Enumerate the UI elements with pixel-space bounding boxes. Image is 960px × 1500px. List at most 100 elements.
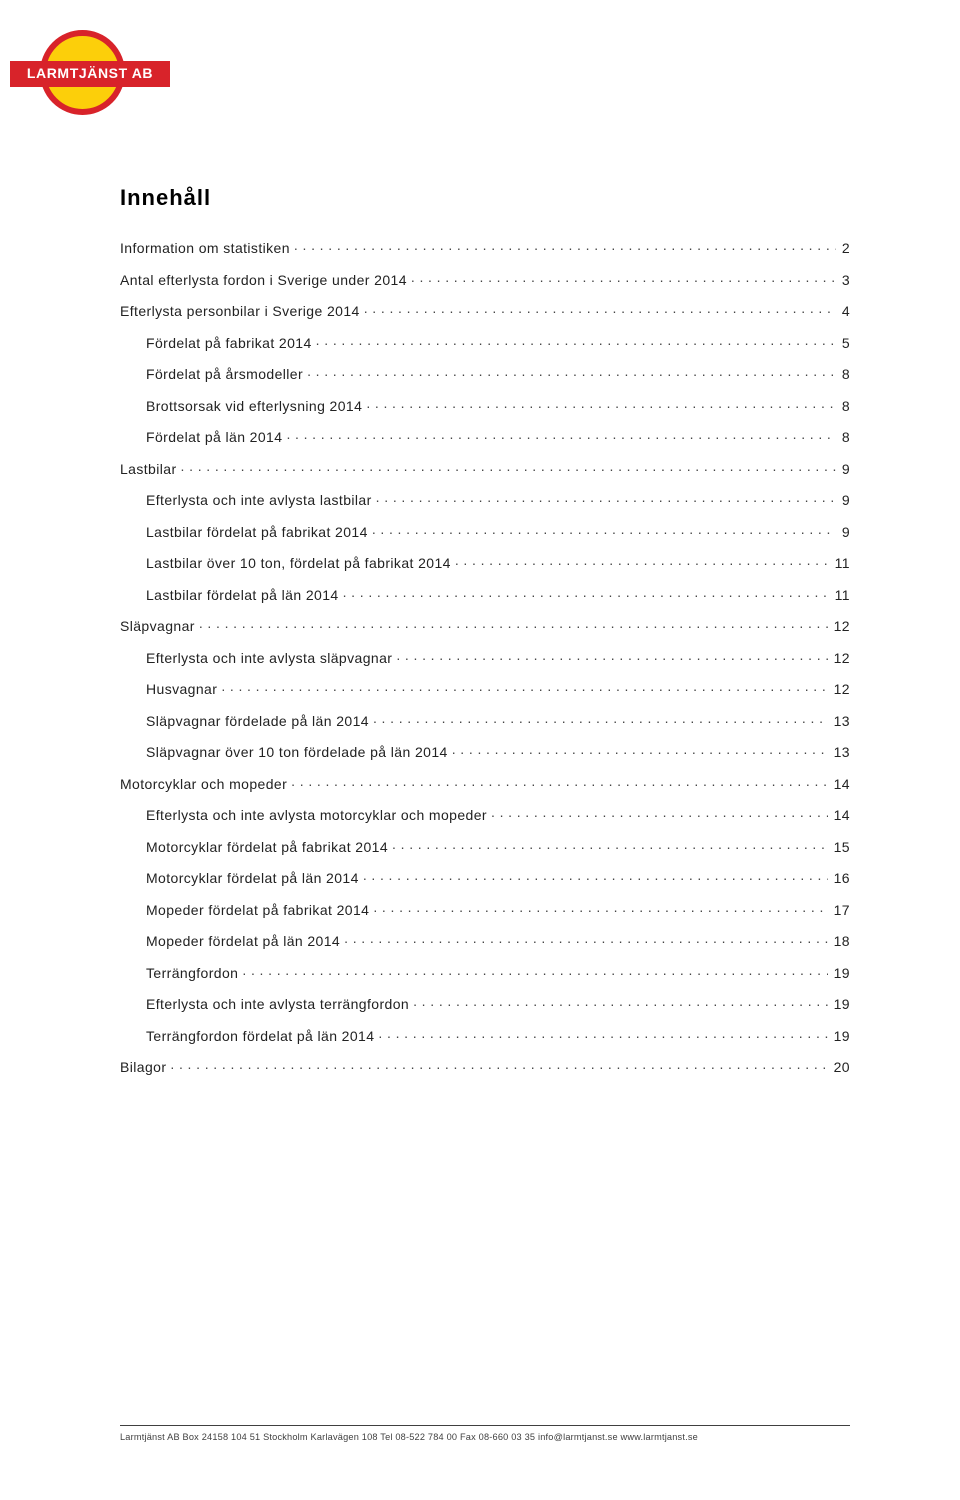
- toc-label: Lastbilar över 10 ton, fördelat på fabri…: [146, 555, 451, 571]
- toc-line[interactable]: Efterlysta och inte avlysta terrängfordo…: [120, 995, 850, 1012]
- toc-label: Släpvagnar fördelade på län 2014: [146, 713, 369, 729]
- toc-dots: [316, 334, 836, 348]
- toc-label: Släpvagnar: [120, 618, 195, 634]
- toc-dots: [373, 901, 827, 915]
- toc-page: 9: [840, 524, 850, 540]
- toc-line[interactable]: Efterlysta och inte avlysta släpvagnar 12: [120, 649, 850, 666]
- toc-label: Fördelat på fabrikat 2014: [146, 335, 312, 351]
- toc-dots: [286, 428, 835, 442]
- toc-label: Terrängfordon: [146, 965, 238, 981]
- toc-label: Lastbilar fördelat på fabrikat 2014: [146, 524, 368, 540]
- toc-line[interactable]: Motorcyklar fördelat på fabrikat 201415: [120, 838, 850, 855]
- toc-page: 11: [833, 587, 850, 603]
- toc-dots: [181, 460, 836, 474]
- toc-line[interactable]: Fördelat på årsmodeller 8: [120, 365, 850, 382]
- toc-line[interactable]: Efterlysta och inte avlysta lastbilar 9: [120, 491, 850, 508]
- toc-label: Lastbilar: [120, 461, 177, 477]
- toc-dots: [221, 680, 827, 694]
- toc-line[interactable]: Efterlysta personbilar i Sverige 2014 4: [120, 302, 850, 319]
- toc-page: 14: [832, 776, 850, 792]
- toc-line[interactable]: Mopeder fördelat på fabrikat 2014 17: [120, 901, 850, 918]
- toc-dots: [307, 365, 836, 379]
- toc-page: 12: [832, 650, 850, 666]
- toc-line[interactable]: Motorcyklar fördelat på län 201416: [120, 869, 850, 886]
- toc-line[interactable]: Information om statistiken 2: [120, 239, 850, 256]
- toc-label: Efterlysta och inte avlysta terrängfordo…: [146, 996, 409, 1012]
- toc-label: Efterlysta personbilar i Sverige 2014: [120, 303, 360, 319]
- toc-label: Efterlysta och inte avlysta motorcyklar …: [146, 807, 487, 823]
- toc-label: Mopeder fördelat på fabrikat 2014: [146, 902, 369, 918]
- toc-line[interactable]: Släpvagnar fördelade på län 2014 13: [120, 712, 850, 729]
- toc-line[interactable]: Bilagor 20: [120, 1058, 850, 1075]
- toc-label: Lastbilar fördelat på län 2014: [146, 587, 339, 603]
- toc-page: 3: [840, 272, 850, 288]
- toc-line[interactable]: Släpvagnar över 10 ton fördelade på län …: [120, 743, 850, 760]
- toc-dots: [413, 995, 828, 1009]
- toc-label: Husvagnar: [146, 681, 217, 697]
- toc-dots: [199, 617, 828, 631]
- toc-line[interactable]: Lastbilar fördelat på län 2014 11: [120, 586, 850, 603]
- toc-dots: [396, 649, 827, 663]
- toc-page: 2: [840, 240, 850, 256]
- toc-page: 17: [832, 902, 850, 918]
- toc-line[interactable]: Mopeder fördelat på län 201418: [120, 932, 850, 949]
- toc-page: 19: [832, 996, 850, 1012]
- toc-page: 14: [832, 807, 850, 823]
- toc-dots: [372, 523, 836, 537]
- toc-line[interactable]: Lastbilar fördelat på fabrikat 2014 9: [120, 523, 850, 540]
- toc-dots: [343, 586, 829, 600]
- toc-page: 19: [832, 1028, 850, 1044]
- toc-label: Motorcyklar fördelat på län 2014: [146, 870, 359, 886]
- toc-line[interactable]: Terrängfordon 19: [120, 964, 850, 981]
- toc-label: Information om statistiken: [120, 240, 290, 256]
- logo-band: LARMTJÄNST AB: [10, 61, 170, 87]
- toc-dots: [378, 1027, 827, 1041]
- toc-line[interactable]: Brottsorsak vid efterlysning 20148: [120, 397, 850, 414]
- page-title: Innehåll: [120, 185, 850, 211]
- toc-label: Fördelat på län 2014: [146, 429, 282, 445]
- toc-line[interactable]: Efterlysta och inte avlysta motorcyklar …: [120, 806, 850, 823]
- toc-dots: [373, 712, 828, 726]
- toc-dots: [455, 554, 829, 568]
- toc-page: 8: [840, 366, 850, 382]
- toc-page: 19: [832, 965, 850, 981]
- toc-label: Efterlysta och inte avlysta släpvagnar: [146, 650, 392, 666]
- toc-dots: [491, 806, 828, 820]
- toc-line[interactable]: Husvagnar12: [120, 680, 850, 697]
- toc-line[interactable]: Lastbilar över 10 ton, fördelat på fabri…: [120, 554, 850, 571]
- toc-label: Motorcyklar och mopeder: [120, 776, 287, 792]
- toc-line[interactable]: Fördelat på län 2014 8: [120, 428, 850, 445]
- toc-page: 9: [840, 461, 850, 477]
- toc-dots: [344, 932, 828, 946]
- toc-line[interactable]: Terrängfordon fördelat på län 201419: [120, 1027, 850, 1044]
- toc-line[interactable]: Motorcyklar och mopeder 14: [120, 775, 850, 792]
- toc-dots: [294, 239, 836, 253]
- toc-dots: [452, 743, 828, 757]
- page-content: Innehåll Information om statistiken 2 Anta…: [120, 185, 850, 1090]
- toc-dots: [366, 397, 836, 411]
- toc-page: 18: [832, 933, 850, 949]
- toc-line[interactable]: Släpvagnar 12: [120, 617, 850, 634]
- toc-dots: [291, 775, 827, 789]
- toc-page: 8: [840, 429, 850, 445]
- toc-label: Fördelat på årsmodeller: [146, 366, 303, 382]
- toc-line[interactable]: Fördelat på fabrikat 2014 5: [120, 334, 850, 351]
- toc-page: 20: [832, 1059, 850, 1075]
- table-of-contents: Information om statistiken 2 Antal efterly…: [120, 239, 850, 1075]
- toc-dots: [170, 1058, 827, 1072]
- toc-label: Släpvagnar över 10 ton fördelade på län …: [146, 744, 448, 760]
- toc-page: 9: [840, 492, 850, 508]
- toc-page: 4: [840, 303, 850, 319]
- toc-label: Bilagor: [120, 1059, 166, 1075]
- toc-page: 8: [840, 398, 850, 414]
- toc-page: 11: [833, 555, 850, 571]
- toc-page: 5: [840, 335, 850, 351]
- toc-page: 15: [832, 839, 850, 855]
- toc-page: 12: [832, 618, 850, 634]
- toc-dots: [376, 491, 836, 505]
- toc-page: 13: [832, 713, 850, 729]
- toc-label: Efterlysta och inte avlysta lastbilar: [146, 492, 372, 508]
- toc-line[interactable]: Antal efterlysta fordon i Sverige under …: [120, 271, 850, 288]
- toc-dots: [363, 869, 828, 883]
- toc-line[interactable]: Lastbilar 9: [120, 460, 850, 477]
